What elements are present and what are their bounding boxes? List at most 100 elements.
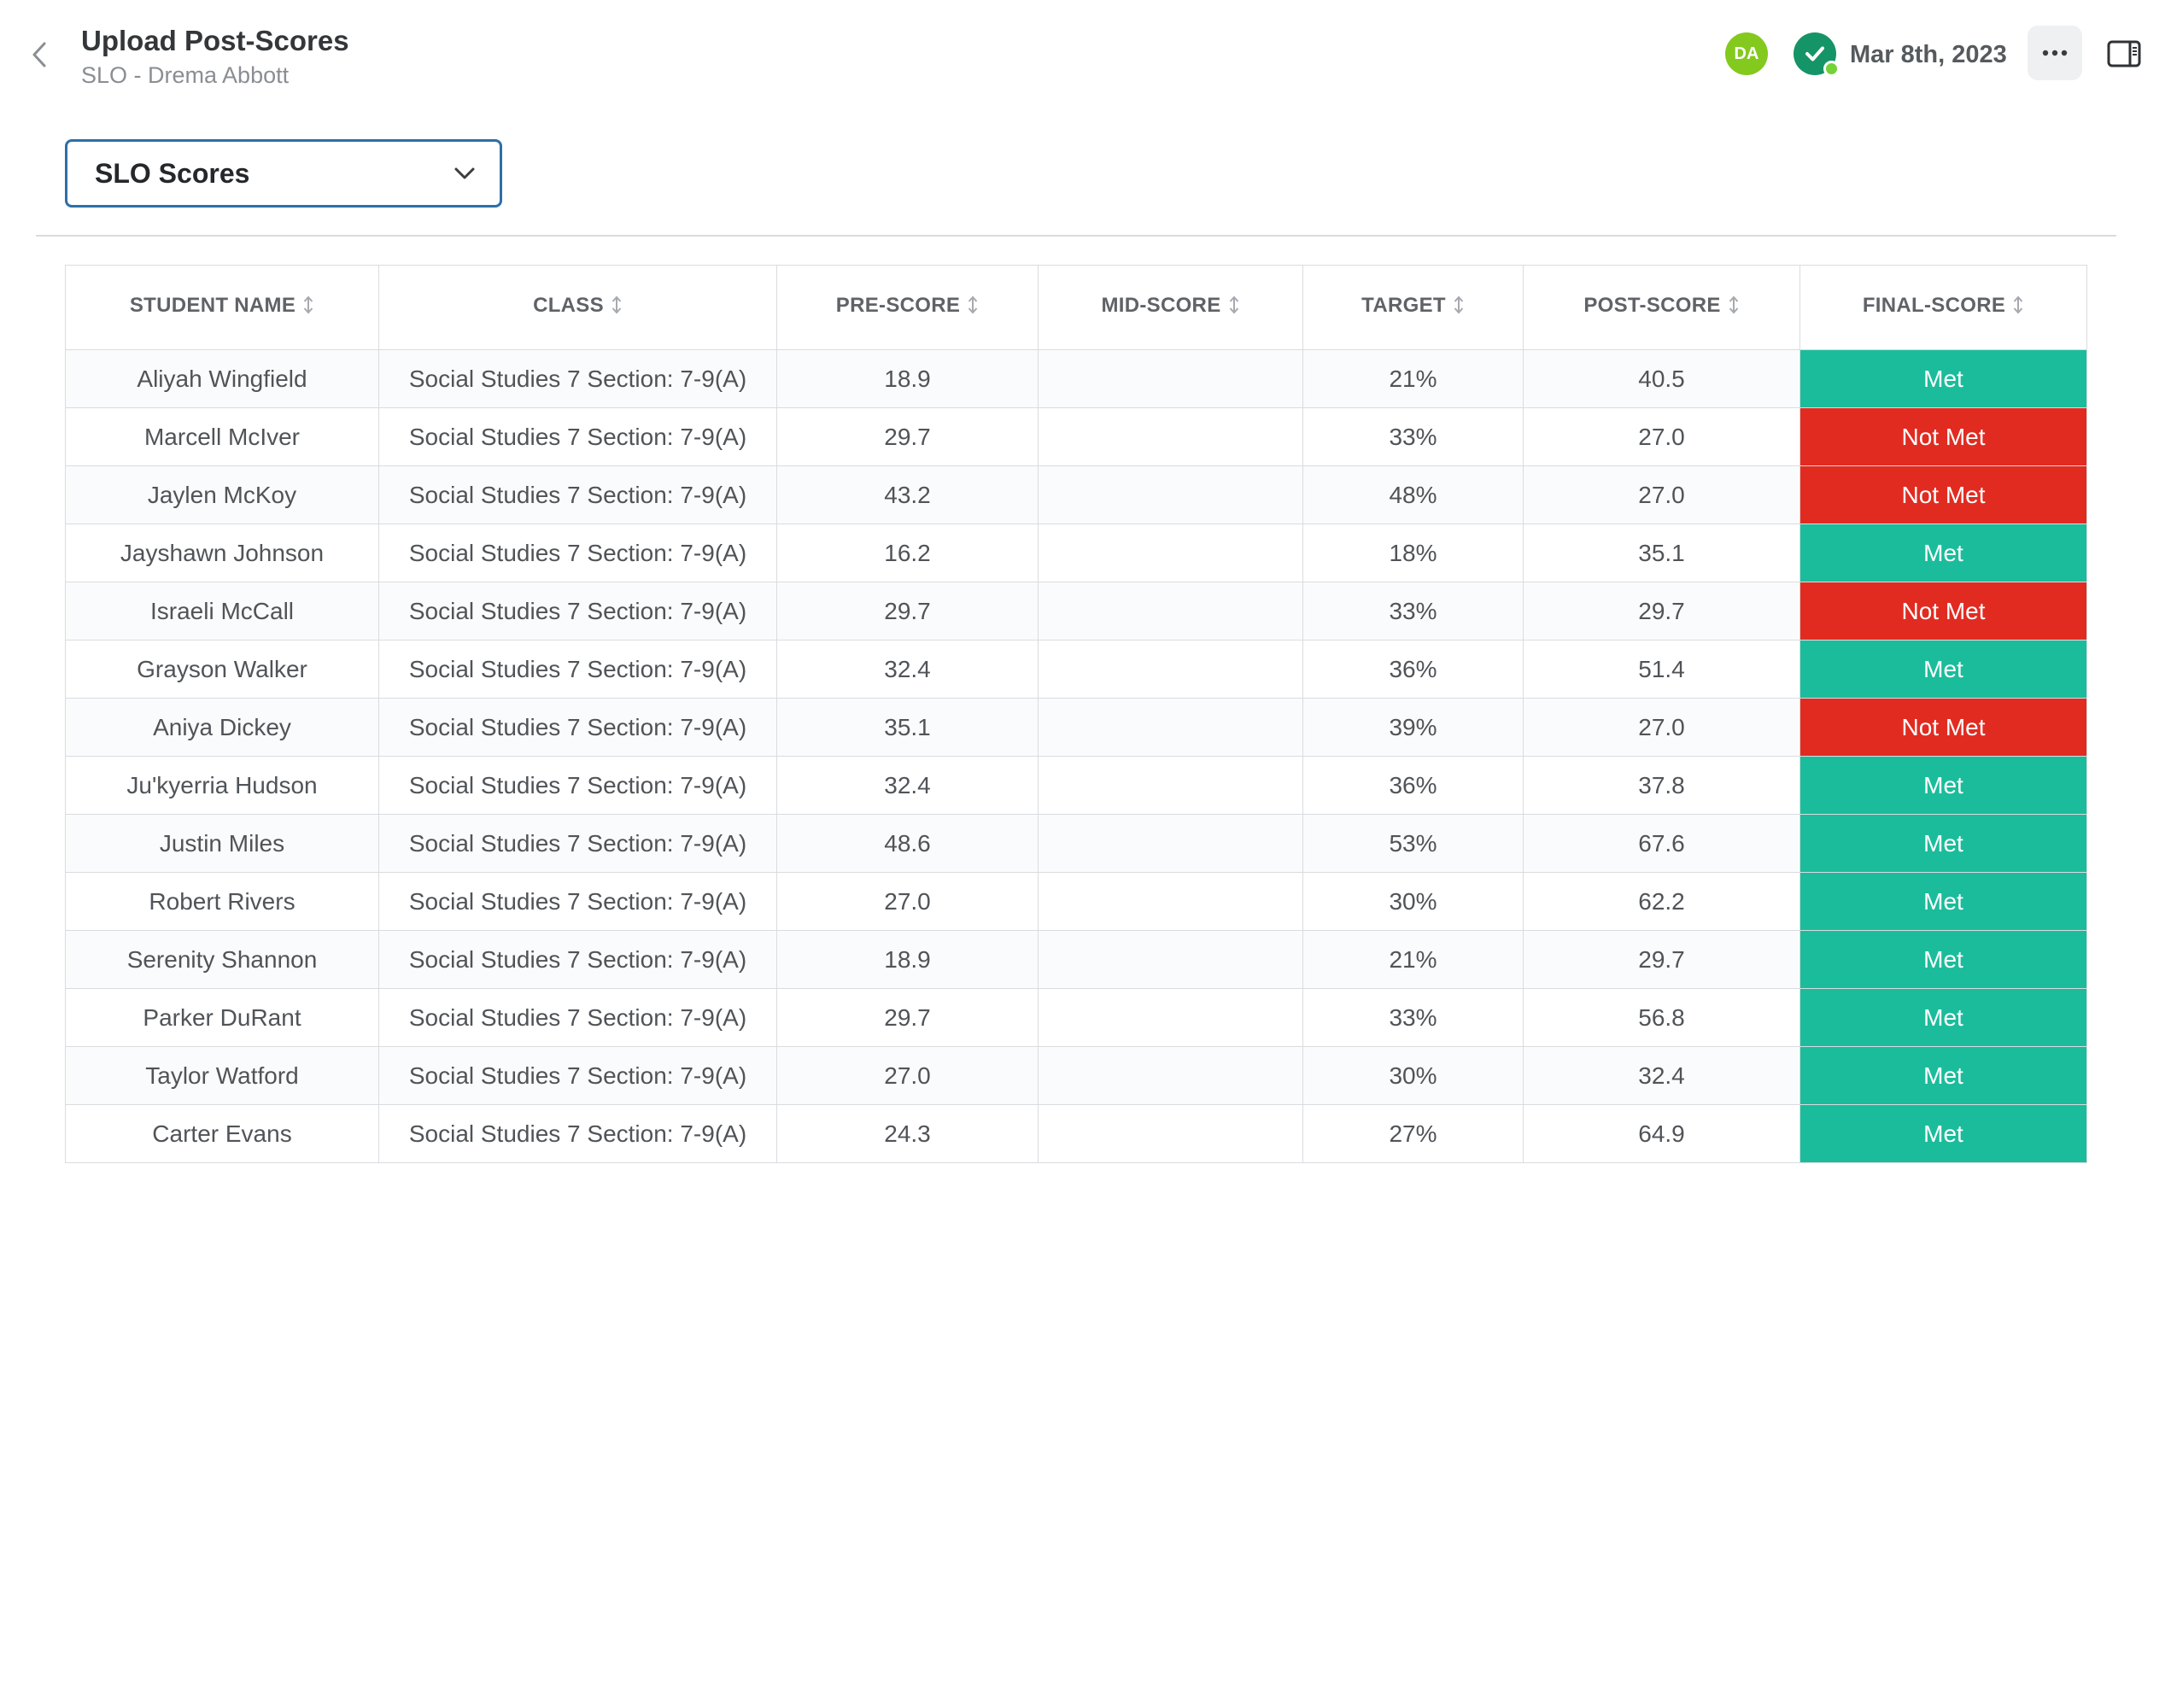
table-row[interactable]: Carter Evans Social Studies 7 Section: 7-… — [65, 1104, 2087, 1163]
table-row[interactable]: Ju'kyerria Hudson Social Studies 7 Sectio… — [65, 756, 2087, 815]
sort-icon[interactable] — [1453, 295, 1465, 321]
pre-score-cell: 24.3 — [776, 1104, 1039, 1163]
student-name-cell: Aniya Dickey — [65, 698, 379, 757]
title-block: Upload Post-Scores SLO - Drema Abbott — [81, 22, 349, 91]
target-cell: 18% — [1302, 524, 1524, 582]
final-score-cell: Met — [1799, 1104, 2087, 1163]
column-header-mid-score[interactable]: MID-SCORE — [1038, 265, 1303, 350]
target-cell: 33% — [1302, 407, 1524, 466]
more-options-button[interactable] — [2028, 26, 2082, 80]
sort-icon[interactable] — [611, 295, 623, 321]
student-name-cell: Carter Evans — [65, 1104, 379, 1163]
column-header-post-score[interactable]: POST-SCORE — [1523, 265, 1800, 350]
class-cell: Social Studies 7 Section: 7-9(A) — [378, 756, 777, 815]
mid-score-cell[interactable] — [1038, 930, 1303, 989]
back-button[interactable] — [20, 32, 58, 77]
mid-score-cell[interactable] — [1038, 698, 1303, 757]
student-name-cell: Marcell McIver — [65, 407, 379, 466]
sort-icon[interactable] — [967, 295, 979, 321]
mid-score-cell[interactable] — [1038, 407, 1303, 466]
pre-score-cell: 16.2 — [776, 524, 1039, 582]
post-score-cell: 27.0 — [1523, 465, 1800, 524]
class-cell: Social Studies 7 Section: 7-9(A) — [378, 465, 777, 524]
column-header-class[interactable]: CLASS — [378, 265, 777, 350]
sort-icon[interactable] — [2012, 295, 2024, 321]
target-cell: 21% — [1302, 349, 1524, 408]
column-header-student-name[interactable]: STUDENT NAME — [65, 265, 379, 350]
target-cell: 33% — [1302, 988, 1524, 1047]
table-row[interactable]: Marcell McIver Social Studies 7 Section: … — [65, 407, 2087, 466]
final-score-cell: Not Met — [1799, 698, 2087, 757]
target-cell: 48% — [1302, 465, 1524, 524]
sort-icon[interactable] — [302, 295, 314, 321]
check-circle-icon — [1794, 32, 1840, 77]
pre-score-cell: 29.7 — [776, 988, 1039, 1047]
avatar[interactable]: DA — [1725, 32, 1768, 75]
class-cell: Social Studies 7 Section: 7-9(A) — [378, 407, 777, 466]
target-cell: 39% — [1302, 698, 1524, 757]
table-row[interactable]: Jaylen McKoy Social Studies 7 Section: 7-… — [65, 465, 2087, 524]
mid-score-cell[interactable] — [1038, 756, 1303, 815]
final-score-cell: Not Met — [1799, 582, 2087, 640]
mid-score-cell[interactable] — [1038, 582, 1303, 640]
mid-score-cell[interactable] — [1038, 349, 1303, 408]
student-name-cell: Taylor Watford — [65, 1046, 379, 1105]
target-cell: 30% — [1302, 872, 1524, 931]
table-row[interactable]: Israeli McCall Social Studies 7 Section: … — [65, 582, 2087, 640]
column-header-label: MID-SCORE — [1101, 294, 1221, 317]
mid-score-cell[interactable] — [1038, 524, 1303, 582]
sort-icon[interactable] — [1228, 295, 1240, 321]
dropdown-value: SLO Scores — [95, 157, 250, 189]
target-cell: 30% — [1302, 1046, 1524, 1105]
column-header-pre-score[interactable]: PRE-SCORE — [776, 265, 1039, 350]
target-cell: 33% — [1302, 582, 1524, 640]
post-score-cell: 64.9 — [1523, 1104, 1800, 1163]
score-type-dropdown[interactable]: SLO Scores — [65, 139, 502, 208]
table-row[interactable]: Serenity Shannon Social Studies 7 Section… — [65, 930, 2087, 989]
student-name-cell: Jaylen McKoy — [65, 465, 379, 524]
mid-score-cell[interactable] — [1038, 988, 1303, 1047]
table-row[interactable]: Aliyah Wingfield Social Studies 7 Section… — [65, 349, 2087, 408]
class-cell: Social Studies 7 Section: 7-9(A) — [378, 1046, 777, 1105]
table-row[interactable]: Grayson Walker Social Studies 7 Section: … — [65, 640, 2087, 699]
final-score-cell: Not Met — [1799, 407, 2087, 466]
table-row[interactable]: Justin Miles Social Studies 7 Section: 7-… — [65, 814, 2087, 873]
table-row[interactable]: Robert Rivers Social Studies 7 Section: 7… — [65, 872, 2087, 931]
student-name-cell: Serenity Shannon — [65, 930, 379, 989]
post-score-cell: 32.4 — [1523, 1046, 1800, 1105]
post-score-cell: 62.2 — [1523, 872, 1800, 931]
final-score-cell: Met — [1799, 524, 2087, 582]
scores-table-container: STUDENT NAME CLASS PRE-SCORE MID-SCORE TARGE… — [65, 265, 2087, 1163]
mid-score-cell[interactable] — [1038, 640, 1303, 699]
post-score-cell: 67.6 — [1523, 814, 1800, 873]
student-name-cell: Grayson Walker — [65, 640, 379, 699]
post-score-cell: 51.4 — [1523, 640, 1800, 699]
pre-score-cell: 35.1 — [776, 698, 1039, 757]
mid-score-cell[interactable] — [1038, 465, 1303, 524]
final-score-cell: Met — [1799, 988, 2087, 1047]
pre-score-cell: 29.7 — [776, 582, 1039, 640]
table-row[interactable]: Jayshawn Johnson Social Studies 7 Section… — [65, 524, 2087, 582]
mid-score-cell[interactable] — [1038, 1104, 1303, 1163]
final-score-cell: Met — [1799, 930, 2087, 989]
column-header-target[interactable]: TARGET — [1302, 265, 1524, 350]
mid-score-cell[interactable] — [1038, 872, 1303, 931]
column-header-label: TARGET — [1361, 294, 1446, 317]
table-row[interactable]: Aniya Dickey Social Studies 7 Section: 7-… — [65, 698, 2087, 757]
column-header-final-score[interactable]: FINAL-SCORE — [1799, 265, 2087, 350]
sort-icon[interactable] — [1728, 295, 1740, 321]
post-score-cell: 56.8 — [1523, 988, 1800, 1047]
mid-score-cell[interactable] — [1038, 814, 1303, 873]
mid-score-cell[interactable] — [1038, 1046, 1303, 1105]
toggle-panel-button[interactable] — [2103, 32, 2145, 75]
class-cell: Social Studies 7 Section: 7-9(A) — [378, 872, 777, 931]
post-score-cell: 37.8 — [1523, 756, 1800, 815]
pre-score-cell: 27.0 — [776, 1046, 1039, 1105]
final-score-cell: Met — [1799, 349, 2087, 408]
table-row[interactable]: Taylor Watford Social Studies 7 Section: … — [65, 1046, 2087, 1105]
pre-score-cell: 32.4 — [776, 756, 1039, 815]
chevron-down-icon — [452, 161, 477, 186]
scores-table: STUDENT NAME CLASS PRE-SCORE MID-SCORE TARGE… — [65, 265, 2087, 1163]
final-score-cell: Met — [1799, 756, 2087, 815]
table-row[interactable]: Parker DuRant Social Studies 7 Section: 7… — [65, 988, 2087, 1047]
